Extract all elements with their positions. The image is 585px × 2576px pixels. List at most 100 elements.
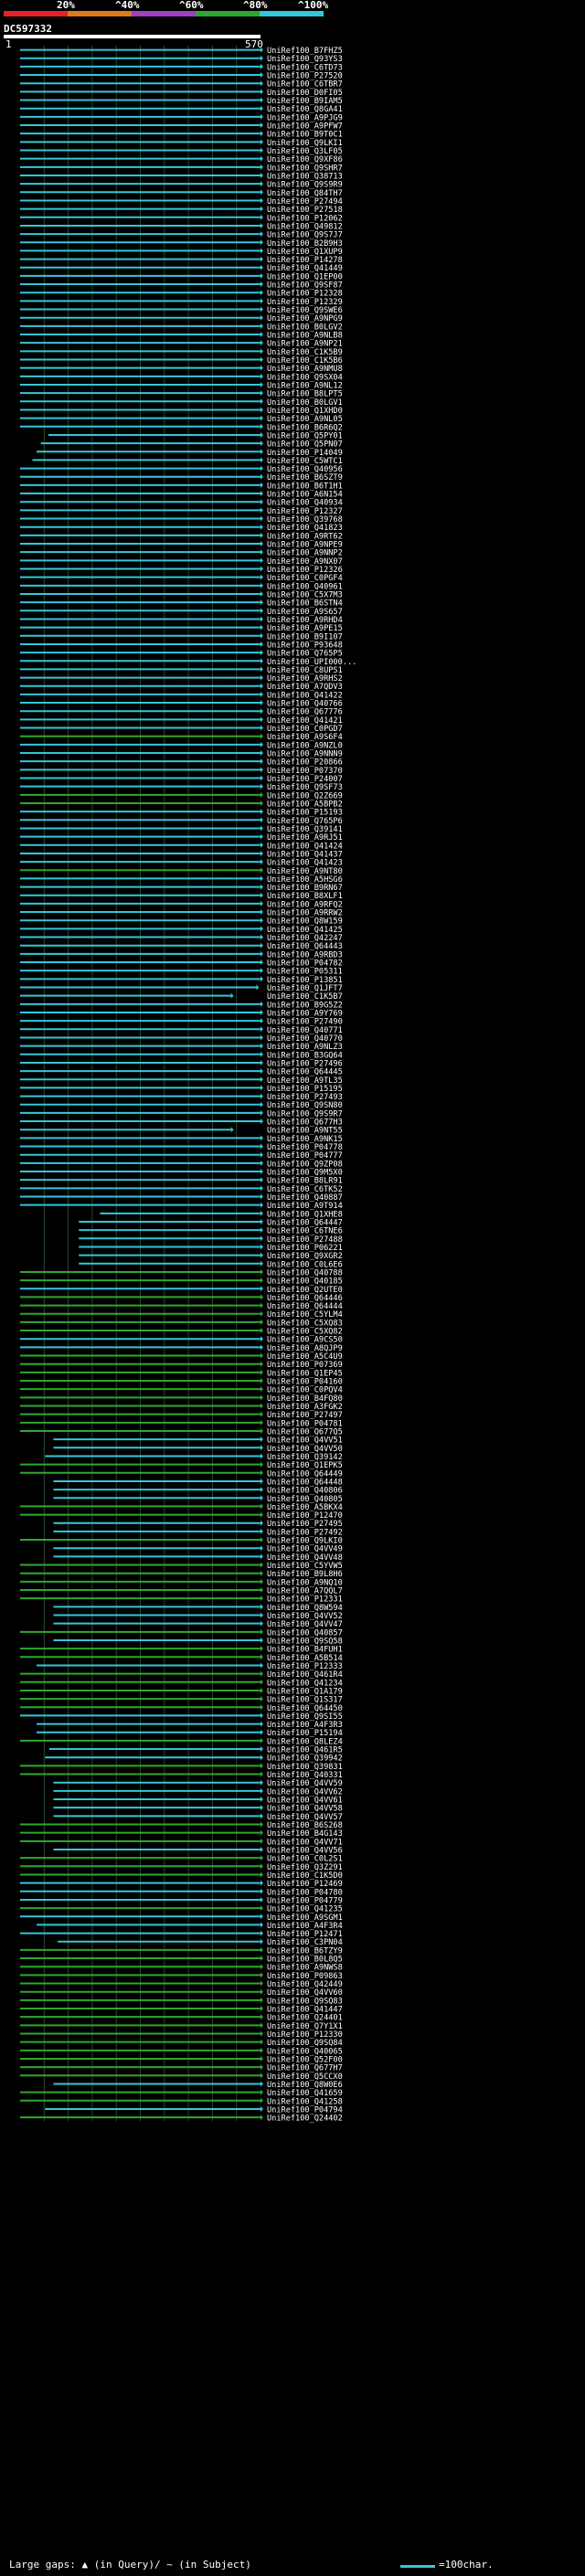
hit-id-label: UniRef100_Q1XHD0 (267, 407, 343, 416)
alignment-end-marker (261, 155, 263, 162)
alignment-end-marker (261, 89, 263, 95)
alignment-end-marker (261, 1487, 263, 1493)
hit-id-label: UniRef100_Q9SQ83 (267, 1997, 343, 2006)
alignment-end-marker (261, 1696, 263, 1702)
alignment-end-marker (261, 1118, 263, 1125)
hit-id-label: UniRef100_A9CS50 (267, 1336, 343, 1345)
alignment-end-marker (261, 122, 263, 129)
hit-id-label: UniRef100_A9NZL0 (267, 741, 343, 750)
alignment-end-marker (261, 1151, 263, 1158)
hit-id-label: UniRef100_Q64443 (267, 942, 343, 951)
alignment-end-marker (261, 616, 263, 622)
hit-id-label: UniRef100_C6TBR7 (267, 80, 343, 90)
hit-id-label: UniRef100_Q41659 (267, 2089, 343, 2098)
hit-id-label: UniRef100_Q9SF87 (267, 281, 343, 291)
hit-id-label: UniRef100_A9NP21 (267, 340, 343, 349)
hit-id-label: UniRef100_P15195 (267, 1085, 343, 1094)
hit-id-label: UniRef100_Q39831 (267, 1763, 343, 1772)
hit-id-label: UniRef100_Q84TH7 (267, 189, 343, 198)
alignment-end-marker (261, 1059, 263, 1065)
alignment-end-marker (261, 674, 263, 681)
alignment-end-marker (261, 1361, 263, 1367)
identity-scale-segment (196, 11, 260, 16)
hit-id-label: UniRef100_C0PGF4 (267, 574, 343, 583)
alignment-end-marker (261, 239, 263, 246)
alignment-end-marker (261, 1972, 263, 1978)
hit-id-label: UniRef100_Q39142 (267, 1453, 343, 1462)
alignment-end-marker (261, 1721, 263, 1727)
alignment-end-marker (261, 1938, 263, 1945)
alignment-end-marker (261, 1235, 263, 1242)
hit-id-label: UniRef100_P07370 (267, 767, 343, 776)
hit-id-label: UniRef100_A9SGM1 (267, 1913, 343, 1923)
alignment-end-marker (261, 791, 263, 798)
query-id-label: DC597332 (4, 23, 52, 35)
alignment-end-marker (261, 683, 263, 689)
hit-id-label: UniRef100_Q40956 (267, 465, 343, 474)
hit-id-label: UniRef100_A9NWS8 (267, 1964, 343, 1973)
alignment-end-marker (261, 1846, 263, 1852)
alignment-end-marker (261, 1419, 263, 1426)
hit-id-label: UniRef100_A9NNN9 (267, 750, 343, 759)
hit-id-label: UniRef100_Q9SN80 (267, 1101, 343, 1110)
identity-scale-segment (260, 11, 324, 16)
alignment-end-marker (261, 741, 263, 747)
alignment-end-marker (261, 1495, 263, 1501)
hit-id-label: UniRef100_C8UPS1 (267, 666, 343, 675)
alignment-end-marker (261, 131, 263, 137)
hit-id-label: UniRef100_Q39942 (267, 1754, 343, 1764)
alignment-end-marker (261, 1135, 263, 1141)
hit-id-label: UniRef100_A9RJ51 (267, 833, 343, 843)
alignment-end-marker (261, 1712, 263, 1719)
hit-id-label: UniRef100_P93648 (267, 641, 343, 650)
alignment-end-marker (261, 272, 263, 279)
hit-id-label: UniRef100_Q9SF73 (267, 783, 343, 792)
alignment-end-marker (261, 1244, 263, 1250)
alignment-end-marker (261, 1169, 263, 1175)
alignment-end-marker (261, 976, 263, 982)
alignment-end-marker (261, 189, 263, 196)
alignment-end-marker (261, 264, 263, 270)
alignment-end-marker (261, 750, 263, 757)
hit-id-label: UniRef100_A9NLB8 (267, 332, 343, 341)
alignment-end-marker (261, 1704, 263, 1711)
hit-id-label: UniRef100_Q677H7 (267, 2064, 343, 2073)
alignment-end-marker (261, 524, 263, 530)
hit-id-label: UniRef100_Q1EPK5 (267, 1461, 343, 1470)
alignment-end-marker (261, 1427, 263, 1434)
alignment-end-marker (261, 1679, 263, 1685)
alignment-end-marker (261, 440, 263, 447)
hit-id-label: UniRef100_Q40805 (267, 1495, 343, 1504)
alignment-end-marker (261, 926, 263, 932)
alignment-end-marker (261, 2089, 263, 2095)
hit-id-label: UniRef100_A8QJP9 (267, 1344, 343, 1353)
hit-id-label: UniRef100_Q9LKI1 (267, 139, 343, 148)
alignment-end-marker (261, 1737, 263, 1744)
hit-id-label: UniRef100_P27495 (267, 1520, 343, 1529)
alignment-end-marker (261, 892, 263, 898)
hit-id-label: UniRef100_B4G143 (267, 1829, 343, 1839)
hit-id-label: UniRef100_A5HSG6 (267, 875, 343, 885)
hit-id-label: UniRef100_B6SZT9 (267, 473, 343, 482)
hit-id-label: UniRef100_Q2Z669 (267, 791, 343, 800)
alignment-end-marker (261, 850, 263, 856)
hit-id-label: UniRef100_A9S657 (267, 608, 343, 617)
hit-id-label: UniRef100_B9L8H6 (267, 1570, 343, 1579)
alignment-end-marker (261, 1018, 263, 1024)
alignment-end-marker (261, 574, 263, 580)
alignment-end-marker (261, 515, 263, 522)
alignment-end-marker (261, 2006, 263, 2012)
hit-id-label: UniRef100_A9NT55 (267, 1127, 343, 1136)
alignment-end-marker (261, 465, 263, 472)
hit-id-label: UniRef100_C0L6E6 (267, 1260, 343, 1269)
alignment-end-marker (261, 825, 263, 832)
alignment-end-marker (261, 1252, 263, 1258)
alignment-end-marker (261, 97, 263, 103)
hit-id-label: UniRef100_P04781 (267, 1419, 343, 1428)
alignment-end-marker (261, 1604, 263, 1610)
hit-id-label: UniRef100_A9PE15 (267, 624, 343, 633)
hit-id-label: UniRef100_Q1JFT7 (267, 984, 343, 993)
alignment-end-marker (261, 758, 263, 765)
hit-id-label: UniRef100_A5BPB2 (267, 800, 343, 809)
alignment-end-marker (261, 1503, 263, 1510)
